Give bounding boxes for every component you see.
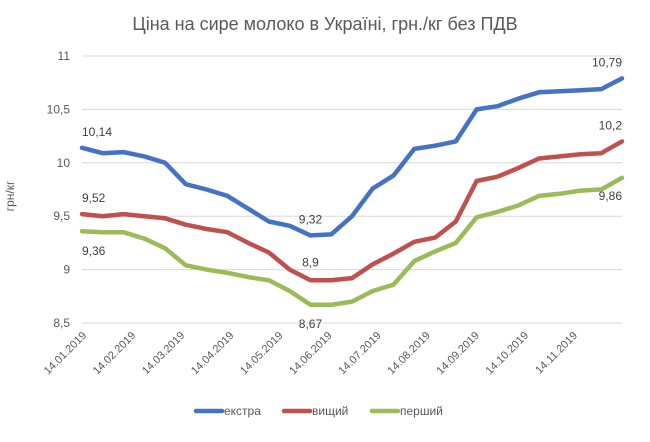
x-tick-label: 14.04.2019 xyxy=(189,330,236,377)
data-label: 9,86 xyxy=(599,189,623,203)
y-tick-label: 8,5 xyxy=(53,316,70,330)
chart-title: Ціна на сире молоко в Україні, грн./кг б… xyxy=(132,14,517,34)
data-label: 9,36 xyxy=(82,244,106,258)
x-tick-label: 14.10.2019 xyxy=(484,330,531,377)
data-label: 10,2 xyxy=(599,118,623,132)
legend-label: перший xyxy=(400,404,443,418)
y-tick-label: 9,5 xyxy=(53,209,70,223)
y-axis-ticks: 8,5 9 9,5 10 10,5 11 xyxy=(47,49,71,330)
x-tick-label: 14.07.2019 xyxy=(336,330,383,377)
x-tick-label: 14.02.2019 xyxy=(91,330,138,377)
series-lines xyxy=(79,76,625,308)
y-axis-label: грн/кг xyxy=(3,180,17,211)
legend-label: екстра xyxy=(224,404,261,418)
series-line-перший xyxy=(79,175,625,308)
x-tick-label: 14.05.2019 xyxy=(238,330,285,377)
x-tick-label: 14.09.2019 xyxy=(435,330,482,377)
data-label: 10,79 xyxy=(592,55,622,69)
data-labels: 10,14 9,32 10,79 9,52 8,9 10,2 9,36 8,67 9,86 xyxy=(82,55,622,330)
y-tick-label: 10,5 xyxy=(47,102,71,116)
y-tick-label: 10 xyxy=(57,156,71,170)
data-label: 10,14 xyxy=(82,125,112,139)
data-label: 9,32 xyxy=(299,212,323,226)
series-line-екстра xyxy=(79,76,625,238)
x-tick-label: 14.11.2019 xyxy=(533,330,580,377)
x-tick-label: 14.06.2019 xyxy=(287,330,334,377)
data-label: 8,67 xyxy=(299,317,323,331)
x-tick-label: 14.03.2019 xyxy=(140,330,187,377)
y-tick-label: 11 xyxy=(58,49,71,63)
x-tick-label: 14.01.2019 xyxy=(42,330,89,377)
y-tick-label: 9 xyxy=(63,263,70,277)
gridlines xyxy=(82,55,622,324)
x-axis-ticks: 14.01.2019 14.02.2019 14.03.2019 14.04.2019… xyxy=(42,330,580,377)
series-line-вищий xyxy=(79,139,625,283)
data-label: 9,52 xyxy=(82,191,106,205)
legend-label: вищий xyxy=(312,404,348,418)
x-tick-label: 14.08.2019 xyxy=(385,330,432,377)
data-label: 8,9 xyxy=(302,255,319,269)
legend: екстра вищий перший xyxy=(193,404,443,418)
